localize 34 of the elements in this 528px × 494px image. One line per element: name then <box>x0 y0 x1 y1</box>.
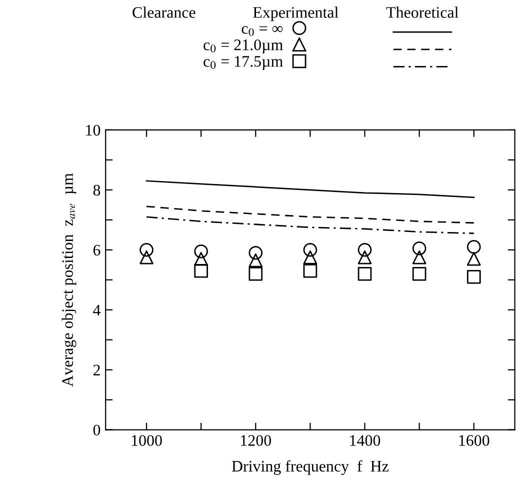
y-tick-label: 2 <box>93 364 100 376</box>
y-tick-label: 6 <box>93 244 100 256</box>
point <box>303 264 318 278</box>
y-tick-label: 8 <box>93 184 100 196</box>
point <box>194 264 208 278</box>
line-series <box>146 206 475 224</box>
line-series <box>146 216 475 234</box>
point <box>466 270 481 284</box>
x-tick-label: 1600 <box>459 435 490 446</box>
legend-title: Clearance <box>132 6 196 18</box>
point <box>412 266 426 281</box>
point <box>248 266 263 281</box>
y-tick-label: 4 <box>93 304 100 316</box>
point <box>303 250 318 264</box>
legend-label: c$_{0}$ = 17.5µm <box>204 56 283 70</box>
text: Experimental <box>253 6 338 22</box>
text: Theoretical <box>386 6 458 18</box>
x-tick-label: 1000 <box>132 435 162 446</box>
x-tick-label: 1400 <box>350 435 380 446</box>
x-axis-title: Driving frequency f Hz <box>232 460 388 475</box>
point <box>140 250 154 264</box>
line-series <box>146 180 475 198</box>
y-tick-label: 10 <box>86 124 100 136</box>
legend-label: c$_{0}$ = 21.0µm <box>204 39 283 54</box>
point <box>466 252 481 266</box>
y-axis-title: Average object position z$_{ave}$ µm <box>62 173 76 387</box>
point <box>412 250 426 264</box>
point <box>248 253 263 268</box>
legend-label: c$_{0}$ = ∞ <box>242 26 283 36</box>
x-tick-label: 1200 <box>241 435 272 446</box>
point <box>358 250 372 264</box>
point <box>194 252 208 266</box>
y-tick-label: 0 <box>93 424 100 436</box>
point <box>358 266 372 281</box>
